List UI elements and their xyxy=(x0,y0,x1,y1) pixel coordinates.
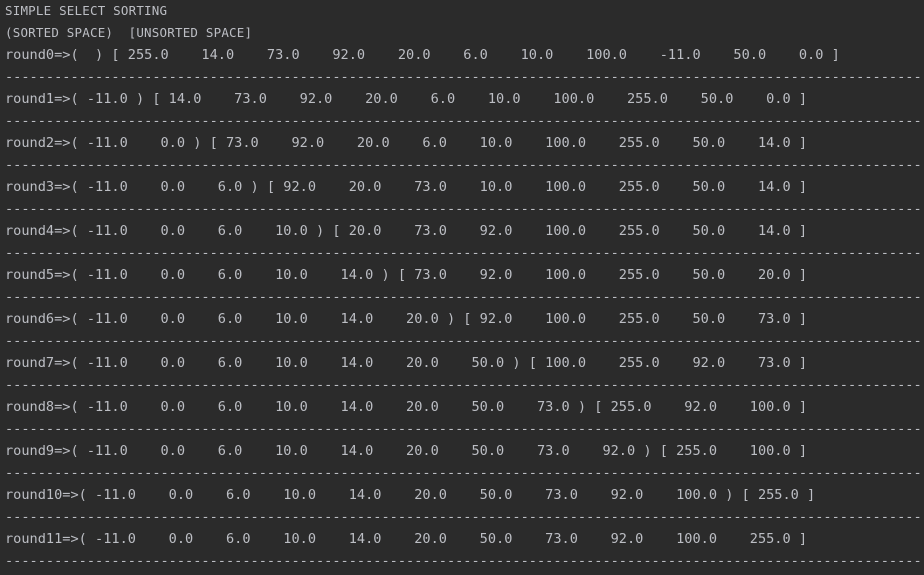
output-title: SIMPLE SELECT SORTING xyxy=(5,3,168,18)
separator-line: ----------------------------------------… xyxy=(5,201,924,217)
separator-line: ----------------------------------------… xyxy=(5,69,924,85)
round-row-0: round0=>( ) [ 255.0 14.0 73.0 92.0 20.0 … xyxy=(5,47,840,63)
separator-line: ----------------------------------------… xyxy=(5,509,924,525)
round-row-5: round5=>( -11.0 0.0 6.0 10.0 14.0 ) [ 73… xyxy=(5,267,808,283)
round-row-6: round6=>( -11.0 0.0 6.0 10.0 14.0 20.0 )… xyxy=(5,311,808,327)
round-row-10: round10=>( -11.0 0.0 6.0 10.0 14.0 20.0 … xyxy=(5,487,816,503)
separator-line: ----------------------------------------… xyxy=(5,245,924,261)
round-row-3: round3=>( -11.0 0.0 6.0 ) [ 92.0 20.0 73… xyxy=(5,179,808,195)
separator-line: ----------------------------------------… xyxy=(5,377,924,393)
round-row-8: round8=>( -11.0 0.0 6.0 10.0 14.0 20.0 5… xyxy=(5,399,808,415)
separator-line: ----------------------------------------… xyxy=(5,157,924,173)
round-row-9: round9=>( -11.0 0.0 6.0 10.0 14.0 20.0 5… xyxy=(5,443,808,459)
separator-line: ----------------------------------------… xyxy=(5,289,924,305)
round-row-7: round7=>( -11.0 0.0 6.0 10.0 14.0 20.0 5… xyxy=(5,355,808,371)
separator-line: ----------------------------------------… xyxy=(5,113,924,129)
round-row-11: round11=>( -11.0 0.0 6.0 10.0 14.0 20.0 … xyxy=(5,531,808,547)
separator-line: ----------------------------------------… xyxy=(5,553,924,569)
console-output[interactable]: SIMPLE SELECT SORTING (SORTED SPACE) [UN… xyxy=(5,0,924,572)
round-row-4: round4=>( -11.0 0.0 6.0 10.0 ) [ 20.0 73… xyxy=(5,223,808,239)
round-row-1: round1=>( -11.0 ) [ 14.0 73.0 92.0 20.0 … xyxy=(5,91,808,107)
output-legend: (SORTED SPACE) [UNSORTED SPACE] xyxy=(5,25,253,40)
round-row-2: round2=>( -11.0 0.0 ) [ 73.0 92.0 20.0 6… xyxy=(5,135,808,151)
separator-line: ----------------------------------------… xyxy=(5,421,924,437)
separator-line: ----------------------------------------… xyxy=(5,465,924,481)
separator-line: ----------------------------------------… xyxy=(5,333,924,349)
